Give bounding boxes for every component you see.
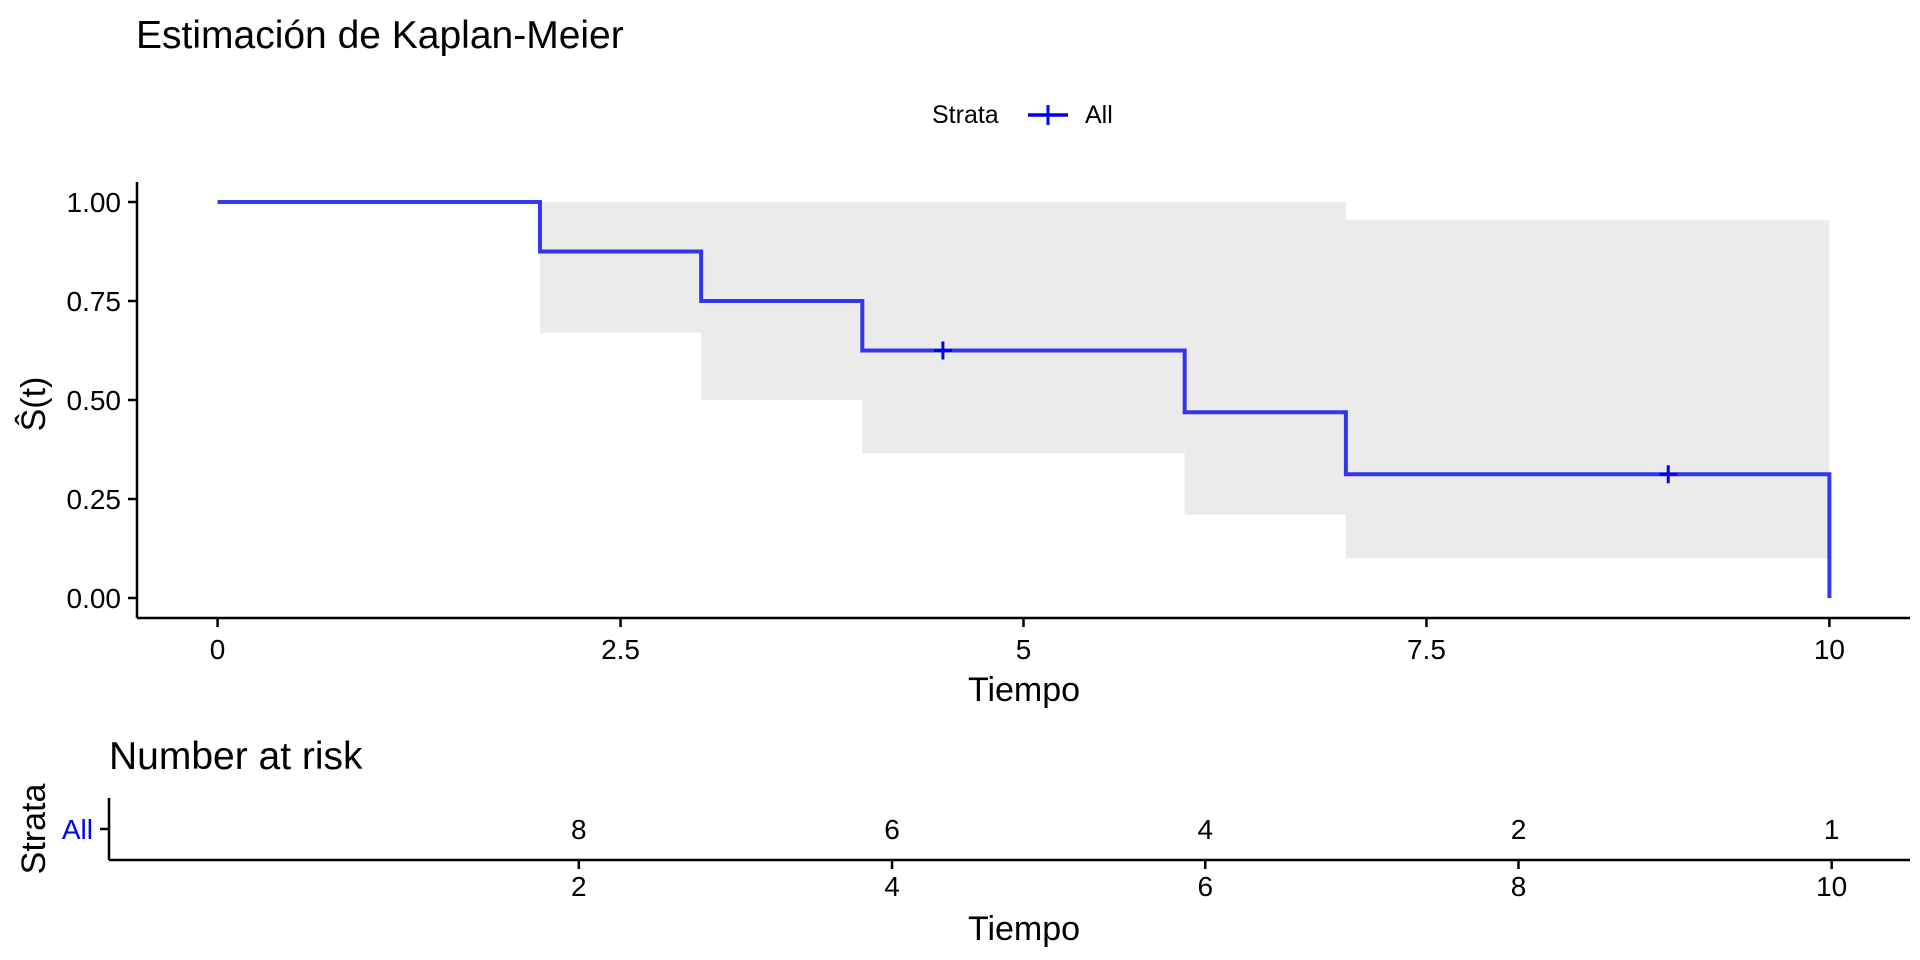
y-tick-label: 0.25 [67,484,122,515]
ci-band-segment [539,202,702,333]
y-axis-ticks: 0.00 0.25 0.50 0.75 1.00 [67,187,137,614]
risk-x-tick-label: 8 [1511,871,1527,902]
y-tick-label: 1.00 [67,187,122,218]
risk-value: 6 [884,814,900,845]
risk-values: 8 6 4 2 1 [571,814,1839,845]
confidence-band [539,202,1830,559]
y-tick-label: 0.75 [67,286,122,317]
km-step-line [217,200,1832,598]
y-axis-label: Ŝ(t) [15,377,53,432]
risk-x-tick-label: 2 [571,871,587,902]
risk-row-label-all: All [62,814,93,845]
ci-band-segment [1345,219,1830,559]
y-tick-label: 0.00 [67,583,122,614]
risk-x-axis-label: Tiempo [968,910,1080,948]
x-tick-label: 5 [1016,634,1032,665]
x-tick-label: 10 [1814,634,1845,665]
ci-band-segment [862,202,1185,454]
x-axis-ticks: 0 2.5 5 7.5 10 [210,618,1845,665]
x-axis-label: Tiempo [968,671,1080,709]
chart-title: Estimación de Kaplan-Meier [136,14,624,57]
legend-entry-all: All [1085,101,1113,129]
y-tick-label: 0.50 [67,385,122,416]
risk-value: 2 [1511,814,1527,845]
risk-table-title: Number at risk [109,735,363,778]
risk-x-tick-label: 4 [884,871,900,902]
x-tick-label: 7.5 [1407,634,1446,665]
risk-value: 1 [1824,814,1840,845]
survival-curve [217,200,1832,598]
x-tick-label: 2.5 [601,634,640,665]
risk-y-axis-label: Strata [15,784,53,875]
censor-marks [933,341,1678,484]
x-tick-label: 0 [210,634,226,665]
risk-value: 8 [571,814,587,845]
ci-band-segment [1184,202,1346,515]
risk-x-tick-label: 10 [1816,871,1847,902]
risk-x-axis-ticks: 2 4 6 8 10 [571,860,1847,902]
risk-x-tick-label: 6 [1197,871,1213,902]
risk-value: 4 [1197,814,1213,845]
legend: Strata All [932,101,1113,129]
legend-title: Strata [932,101,999,129]
